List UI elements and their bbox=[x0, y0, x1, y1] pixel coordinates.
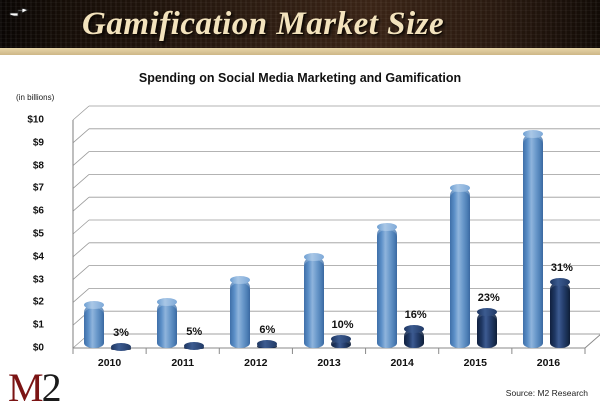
bar-top-cap bbox=[449, 184, 470, 193]
bar-percentage-label-2014: 16% bbox=[404, 308, 427, 321]
x-axis-tick-label: 2016 bbox=[536, 357, 561, 369]
m2-logo-m: M bbox=[8, 365, 44, 410]
page-title: Gamification Market Size bbox=[82, 6, 445, 42]
bar-top-cap bbox=[403, 324, 424, 333]
bar-top-cap bbox=[111, 342, 132, 351]
bar-social-media-marketing-2010 bbox=[84, 300, 105, 348]
bar-top-cap bbox=[549, 277, 570, 286]
bar-percentage-label-2015: 23% bbox=[477, 291, 500, 304]
bar-social-media-marketing-2014 bbox=[376, 223, 397, 348]
y-axis-tick-label: $10 bbox=[27, 114, 44, 126]
bar-percentage-label-2013: 10% bbox=[331, 318, 354, 331]
y-axis-tick-label: $1 bbox=[32, 319, 44, 331]
y-axis-tick-label: $3 bbox=[32, 274, 44, 286]
bar-top-cap bbox=[184, 341, 205, 350]
source-note: Source: M2 Research bbox=[505, 388, 588, 398]
x-axis-tick-label: 2010 bbox=[97, 357, 122, 369]
bar-gamification-2010 bbox=[111, 342, 132, 351]
bar-percentage-label-2010: 3% bbox=[113, 326, 129, 339]
bar-social-media-marketing-2011 bbox=[157, 298, 178, 348]
y-axis-tick-label: $6 bbox=[32, 205, 44, 217]
bar-gamification-2016 bbox=[549, 277, 570, 348]
bar-social-media-marketing-2015 bbox=[449, 184, 470, 348]
bar-top-cap bbox=[476, 307, 497, 316]
y-axis-tick-label: $0 bbox=[32, 342, 44, 354]
y-axis-tick-label: $2 bbox=[32, 296, 44, 308]
bar-gamification-2013 bbox=[330, 334, 351, 348]
y-axis-tick-label: $7 bbox=[32, 182, 44, 194]
y-axis-tick-label: $8 bbox=[32, 160, 44, 172]
plot-area: 3% 5% 6% 10% 16% 23% 31% $0 $1 $2 $3 $4 $5 $6 $7 $8 $9 $… bbox=[0, 55, 600, 415]
chart-container: Spending on Social Media Marketing and G… bbox=[0, 55, 600, 415]
bar-top-cap bbox=[522, 129, 543, 138]
pointing-hand-cursor-icon bbox=[9, 7, 30, 17]
bar-top-cap bbox=[330, 334, 351, 343]
y-axis-units-label: (in billions) bbox=[16, 93, 55, 102]
x-axis-tick-label: 2011 bbox=[171, 357, 195, 369]
bar-gamification-2014 bbox=[403, 324, 424, 348]
m2-logo-2: 2 bbox=[41, 365, 62, 410]
x-axis-tick-label: 2013 bbox=[317, 357, 341, 369]
y-axis-tick-label: $9 bbox=[32, 137, 44, 149]
bar-top-cap bbox=[257, 339, 278, 348]
bars-layer: 3% 5% 6% 10% 16% 23% 31% bbox=[0, 55, 600, 415]
m2-logo: M2 bbox=[8, 365, 62, 410]
bar-social-media-marketing-2012 bbox=[230, 275, 251, 348]
bar-percentage-label-2011: 5% bbox=[186, 325, 203, 338]
chart-title: Spending on Social Media Marketing and G… bbox=[138, 71, 462, 85]
bar-gamification-2015 bbox=[476, 307, 497, 348]
bar-social-media-marketing-2013 bbox=[303, 252, 324, 348]
bar-top-cap bbox=[230, 275, 251, 284]
bar-social-media-marketing-2016 bbox=[522, 129, 543, 348]
y-axis-tick-label: $4 bbox=[32, 251, 44, 263]
bar-top-cap bbox=[303, 252, 324, 261]
x-axis-tick-label: 2012 bbox=[244, 357, 268, 369]
x-axis-tick-label: 2015 bbox=[463, 357, 487, 369]
bar-percentage-label-2012: 6% bbox=[259, 323, 276, 336]
bar-top-cap bbox=[84, 300, 105, 309]
bar-top-cap bbox=[157, 298, 178, 307]
bar-gamification-2011 bbox=[184, 341, 205, 350]
banner-bottom-strip bbox=[0, 48, 600, 55]
bar-top-cap bbox=[376, 223, 397, 232]
y-axis-tick-label: $5 bbox=[32, 228, 44, 240]
bar-percentage-label-2016: 31% bbox=[550, 261, 573, 274]
title-banner: Gamification Market Size bbox=[0, 0, 600, 55]
bar-gamification-2012 bbox=[257, 339, 278, 348]
x-axis-tick-label: 2014 bbox=[390, 357, 414, 369]
